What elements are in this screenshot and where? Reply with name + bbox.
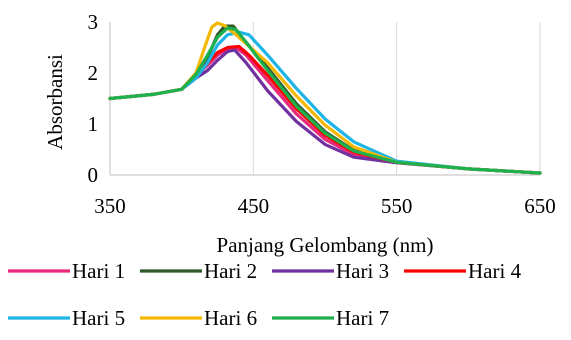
x-axis-title: Panjang Gelombang (nm) — [217, 233, 434, 257]
series-line-hari-7 — [108, 26, 542, 175]
series-line-hari-2 — [108, 24, 542, 175]
legend-label-hari-4: Hari 4 — [468, 259, 522, 283]
y-axis-title: Absorbansi — [43, 54, 67, 150]
tick-labels: 350 450 550 650 0 1 2 3 — [88, 10, 556, 218]
series-line-hari-3 — [108, 48, 542, 175]
y-tick-label: 1 — [88, 112, 99, 136]
x-tick-label: 550 — [381, 194, 413, 218]
legend-label-hari-2: Hari 2 — [204, 259, 257, 283]
legend-label-hari-6: Hari 6 — [204, 306, 257, 330]
legend-label-hari-1: Hari 1 — [72, 259, 125, 283]
legend-label-hari-3: Hari 3 — [336, 259, 389, 283]
x-tick-label: 450 — [238, 194, 270, 218]
axes — [109, 22, 540, 176]
series-lines — [108, 21, 542, 175]
legend-label-hari-5: Hari 5 — [72, 306, 125, 330]
x-tick-label: 650 — [524, 194, 556, 218]
series-line-hari-4 — [108, 44, 542, 175]
series-line-hari-5 — [108, 30, 542, 175]
y-tick-label: 2 — [88, 61, 99, 85]
series-line-hari-6 — [108, 21, 542, 175]
legend: Hari 1 Hari 2 Hari 3 Hari 4 Hari 5 Hari 6 Hari… — [8, 259, 522, 330]
series-line-hari-1 — [108, 45, 542, 175]
y-tick-label: 0 — [88, 163, 99, 187]
x-tick-label: 350 — [94, 194, 126, 218]
gridlines — [252, 22, 541, 175]
y-tick-label: 3 — [88, 10, 99, 34]
legend-label-hari-7: Hari 7 — [336, 306, 389, 330]
